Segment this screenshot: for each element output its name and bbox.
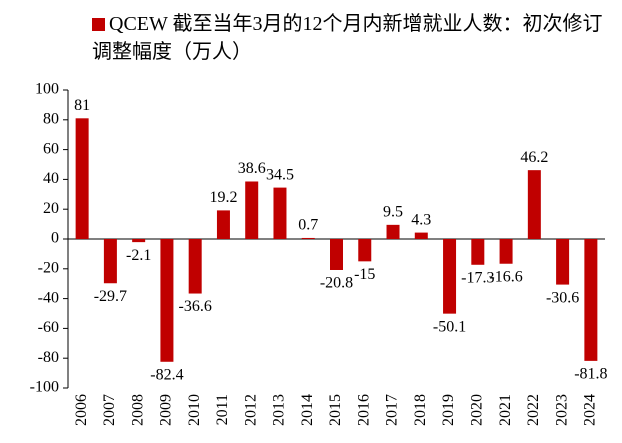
y-tick-label: -80 [38,349,59,366]
y-tick-label: -60 [38,319,59,336]
y-tick-label: -20 [38,259,59,276]
x-tick-label: 2019 [440,394,457,426]
bar [301,237,315,239]
bar [584,239,598,361]
value-label: -15 [354,266,375,283]
x-tick-label: 2015 [327,394,344,426]
value-label: 38.6 [238,160,266,177]
value-label: -29.7 [94,288,127,305]
value-label: -81.8 [574,366,607,383]
y-tick-label: 80 [43,110,59,127]
value-label: 19.2 [209,189,237,206]
value-label: -17.3 [461,269,494,286]
bar [75,118,89,239]
x-tick-label: 2018 [412,394,429,426]
y-tick-label: -100 [30,379,59,396]
x-tick-label: 2021 [497,394,514,426]
value-label: -2.1 [126,247,151,264]
x-tick-label: 2013 [271,394,288,426]
legend: QCEW 截至当年3月的12个月内新增就业人数：初次修订调整幅度（万人） [92,10,617,66]
x-tick-label: 2008 [129,394,146,426]
x-tick-label: 2012 [242,394,259,426]
y-tick-label: 60 [43,140,59,157]
value-label: -36.6 [179,298,212,315]
bar [330,239,343,270]
x-tick-label: 2009 [158,394,175,426]
value-label: -82.4 [150,366,183,383]
bar [556,239,570,285]
value-label: -50.1 [433,318,466,335]
bar [188,239,202,294]
y-tick-label: 0 [51,230,59,247]
x-tick-label: 2016 [355,394,372,426]
value-label: -30.6 [546,289,579,306]
bar [471,239,485,265]
bar [414,232,428,239]
bar [132,239,146,243]
legend-swatch [92,18,105,31]
bar [499,239,513,264]
x-tick-label: 2014 [299,394,316,426]
legend-label: QCEW 截至当年3月的12个月内新增就业人数：初次修订调整幅度（万人） [92,13,603,63]
x-tick-label: 2017 [384,394,401,426]
x-tick-label: 2006 [73,394,90,426]
y-tick-label: 100 [35,81,59,98]
x-tick-label: 2010 [186,394,203,426]
value-label: -20.8 [320,275,353,292]
y-tick-label: -40 [38,289,59,306]
x-tick-label: 2023 [553,394,570,426]
bar [443,239,457,314]
x-tick-label: 2011 [214,394,231,425]
bar [386,224,400,239]
value-label: 0.7 [298,217,318,234]
x-tick-label: 2020 [468,394,485,426]
value-label: -16.6 [489,268,522,285]
x-tick-label: 2022 [525,394,542,426]
y-tick-label: 40 [43,170,59,187]
x-tick-label: 2007 [101,394,118,426]
x-tick-label: 2024 [582,394,599,426]
bar [273,187,287,239]
bar [160,239,174,362]
bar [527,170,541,239]
value-label: 81 [74,97,90,114]
bar [103,239,117,284]
bar [245,181,259,239]
value-label: 4.3 [411,211,431,228]
y-tick-label: 20 [43,200,59,217]
bar [358,239,372,262]
value-label: 9.5 [383,204,403,221]
value-label: 34.5 [266,166,294,183]
bar [216,210,230,239]
value-label: 46.2 [520,149,548,166]
